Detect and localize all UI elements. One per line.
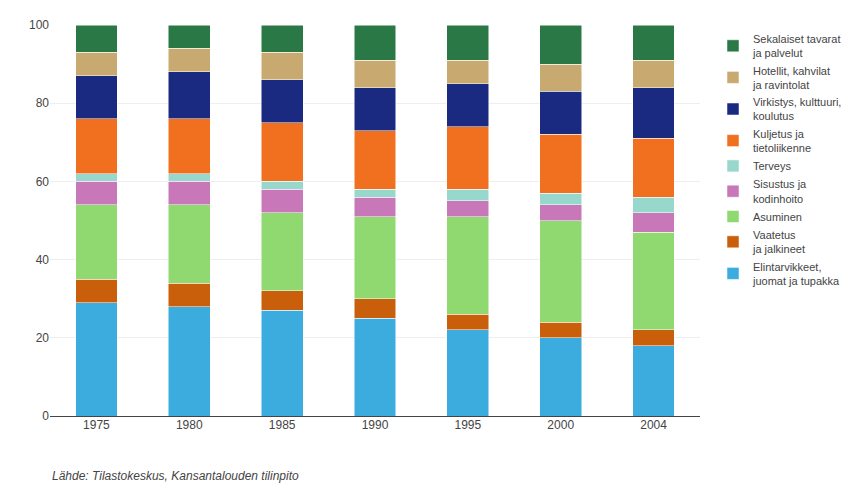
svg-text:Vaatetusja jalkineet: Vaatetusja jalkineet bbox=[752, 229, 805, 255]
svg-text:Kuljetus jatietoliikenne: Kuljetus jatietoliikenne bbox=[753, 128, 811, 154]
svg-text:Elintarvikkeet,juomat ja tupak: Elintarvikkeet,juomat ja tupakka bbox=[752, 261, 840, 287]
svg-text:Hotellit, kahvilatja ravintola: Hotellit, kahvilatja ravintolat bbox=[752, 65, 830, 91]
svg-text:1985: 1985 bbox=[269, 418, 296, 432]
svg-text:1995: 1995 bbox=[455, 418, 482, 432]
svg-text:2000: 2000 bbox=[547, 418, 574, 432]
svg-text:Asuminen: Asuminen bbox=[753, 211, 802, 223]
svg-text:1975: 1975 bbox=[83, 418, 110, 432]
svg-text:2004: 2004 bbox=[640, 418, 667, 432]
svg-text:60: 60 bbox=[36, 175, 50, 189]
svg-text:1990: 1990 bbox=[362, 418, 389, 432]
svg-text:Sekalaiset tavaratja palvelut: Sekalaiset tavaratja palvelut bbox=[752, 33, 840, 59]
svg-text:100: 100 bbox=[29, 18, 49, 32]
svg-text:Virkistys, kulttuuri,koulutus: Virkistys, kulttuuri,koulutus bbox=[753, 96, 841, 122]
svg-text:0: 0 bbox=[42, 409, 49, 423]
svg-text:1980: 1980 bbox=[176, 418, 203, 432]
svg-text:Sisustus jakodinhoito: Sisustus jakodinhoito bbox=[753, 178, 807, 204]
svg-text:80: 80 bbox=[36, 96, 50, 110]
svg-text:Terveys: Terveys bbox=[753, 160, 791, 172]
svg-text:40: 40 bbox=[36, 253, 50, 267]
svg-text:Lähde: Tilastokeskus, Kansanta: Lähde: Tilastokeskus, Kansantalouden til… bbox=[52, 469, 299, 483]
svg-text:20: 20 bbox=[36, 331, 50, 345]
